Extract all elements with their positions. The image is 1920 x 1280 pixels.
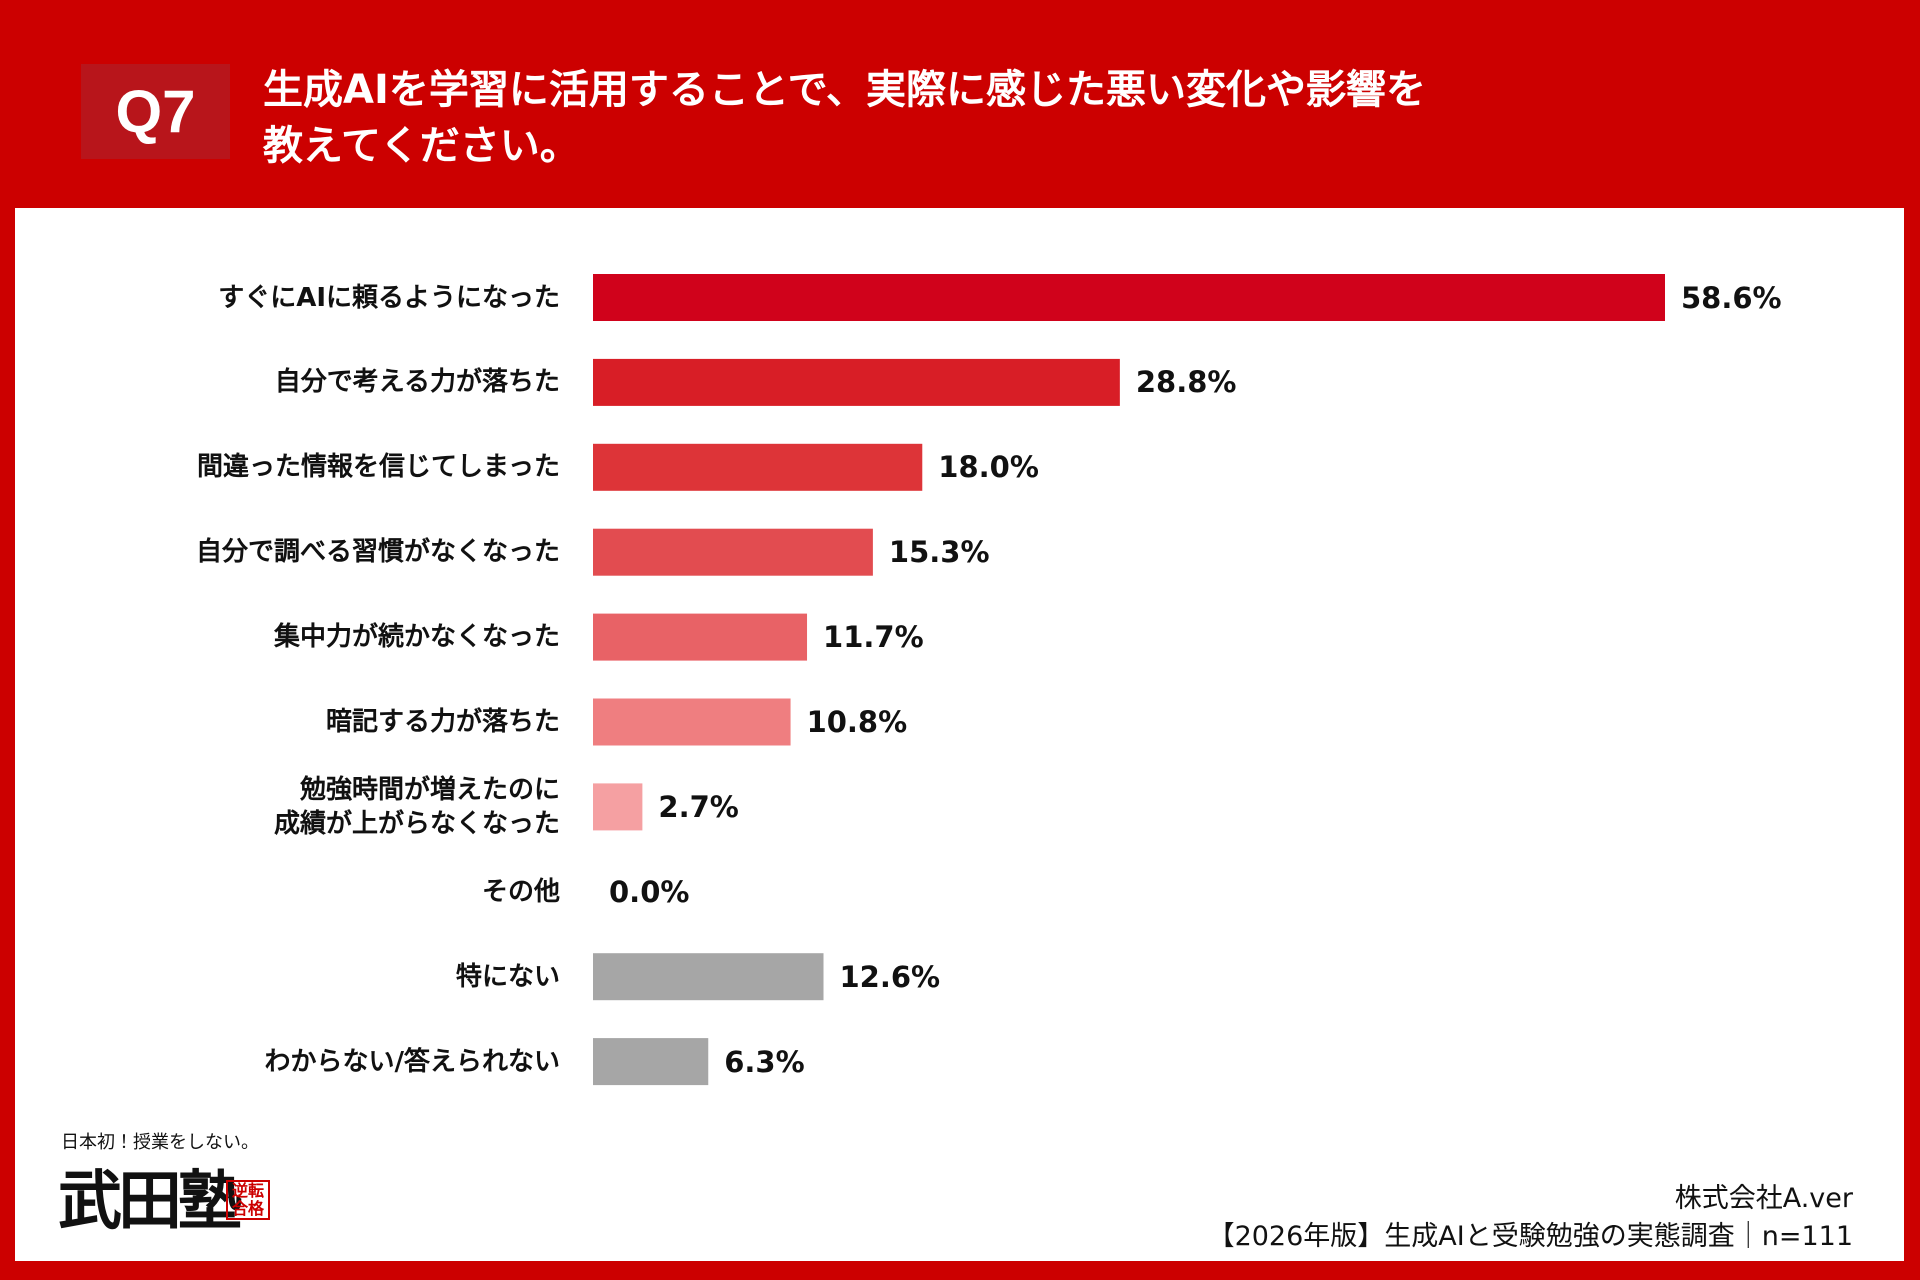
bar [593,443,923,491]
logo-name: 武田塾 [58,1164,242,1239]
value-label: 0.0% [609,874,690,909]
value-label: 58.6% [1681,280,1782,315]
value-label: 28.8% [1135,365,1237,400]
category-label: 自分で調べる習慣がなくなった [195,537,560,568]
bar [593,358,1120,406]
chart-title: 生成AIを学習に活用することで、実際に感じた悪い変化や影響を 教えてください。 [263,67,1427,169]
category-label: その他 [481,876,560,907]
category-label: すぐにAIに頼るようになった [218,282,560,313]
category-label: 集中力が続かなくなった [273,622,560,653]
category-label: わからない/答えられない [264,1046,561,1077]
value-label: 11.7% [823,620,924,655]
value-label: 10.8% [806,705,908,739]
footer-source: 【2026年版】生成AIと受験勉強の実態調査｜n=111 [1207,1221,1853,1252]
value-label: 2.7% [658,789,739,824]
category-label: 勉強時間が増えたのに 成績が上がらなくなった [273,774,560,839]
footer-company: 株式会社A.ver [1674,1183,1853,1214]
bar [593,783,643,831]
category-label: 間違った情報を信じてしまった [197,452,560,483]
question-badge: Q7 [81,64,230,159]
value-label: 15.3% [888,535,990,570]
category-label: 暗記する力が落ちた [325,707,560,737]
bar [593,613,808,661]
logo-stamp: 逆転合格 [226,1180,270,1220]
value-label: 18.0% [938,450,1039,485]
bar [593,528,873,576]
value-label: 6.3% [724,1044,805,1079]
bar [593,274,1665,321]
category-label: 自分で考える力が落ちた [274,367,560,398]
bar [593,698,791,746]
value-label: 12.6% [839,959,941,994]
bar [593,953,824,1001]
logo-tagline: 日本初！授業をしない。 [61,1132,259,1153]
category-label: 特にない [455,961,560,992]
bar [593,1038,709,1086]
